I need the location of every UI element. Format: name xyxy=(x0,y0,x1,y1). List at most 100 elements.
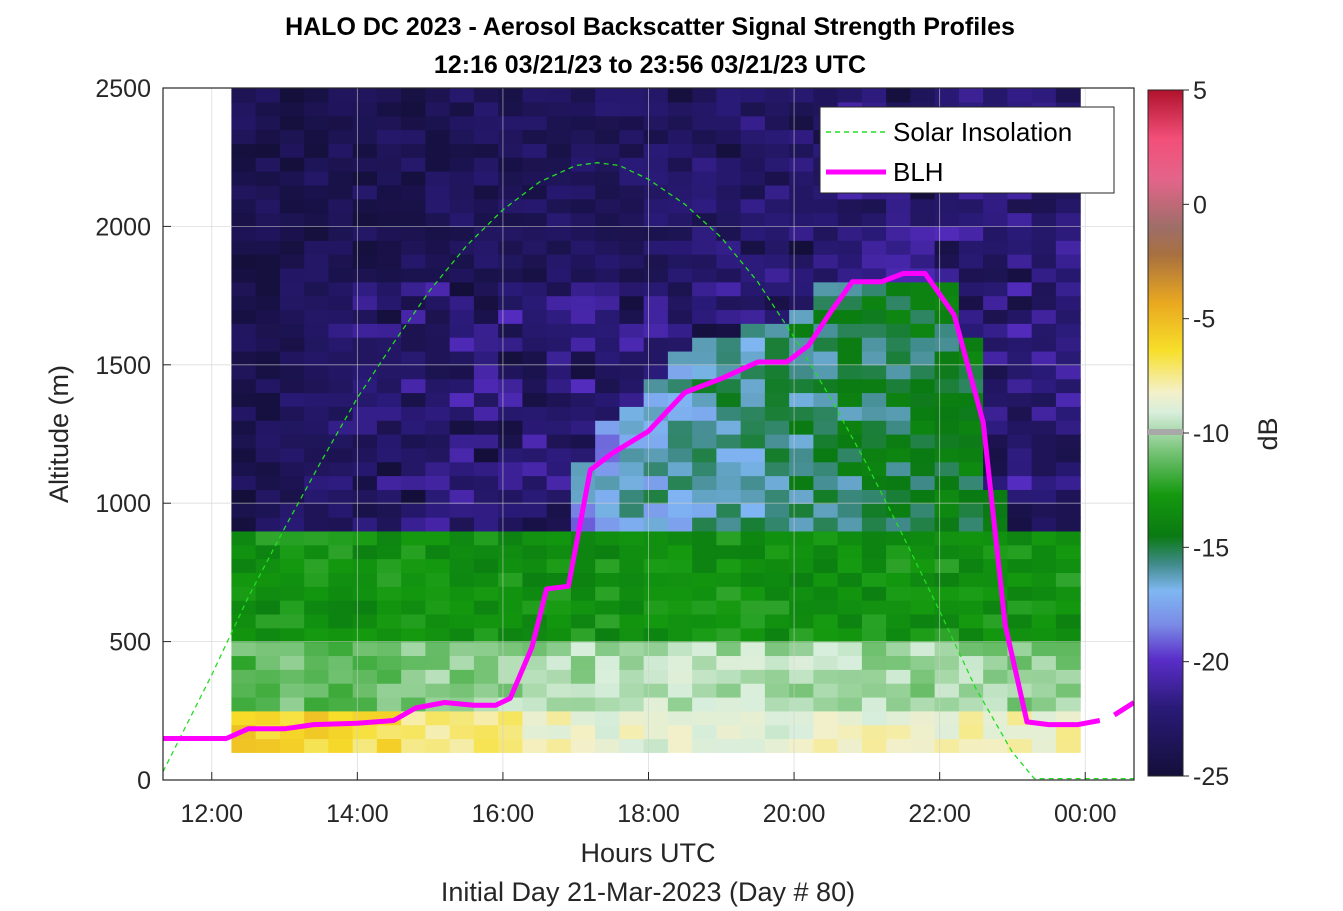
heatmap-cell xyxy=(667,738,693,753)
heatmap-cell xyxy=(328,683,354,698)
heatmap-cell xyxy=(740,627,766,643)
heatmap-cell xyxy=(934,337,960,352)
heatmap-cell xyxy=(910,350,936,366)
heatmap-cell xyxy=(352,434,378,449)
heatmap-cell xyxy=(304,157,330,172)
heatmap-cell xyxy=(570,434,596,449)
heatmap-cell xyxy=(1055,420,1081,435)
heatmap-cell xyxy=(813,212,839,227)
heatmap-cell xyxy=(934,198,960,214)
heatmap-cell xyxy=(886,489,911,504)
heatmap-cell xyxy=(425,281,451,297)
heatmap-cell xyxy=(546,627,572,643)
heatmap-cell xyxy=(861,434,887,449)
heatmap-cell xyxy=(837,447,863,463)
heatmap-cell xyxy=(910,240,936,255)
heatmap-cell xyxy=(546,724,572,740)
heatmap-cell xyxy=(643,364,669,380)
heatmap-cell xyxy=(983,406,1008,421)
heatmap-cell xyxy=(764,240,790,255)
heatmap-cell xyxy=(958,696,984,712)
heatmap-cell xyxy=(716,281,742,297)
heatmap-cell xyxy=(231,683,257,698)
heatmap-cell xyxy=(643,157,669,172)
heatmap-cell xyxy=(279,171,305,186)
heatmap-cell xyxy=(764,503,790,518)
heatmap-cell xyxy=(692,420,717,435)
heatmap-cell xyxy=(546,683,572,698)
heatmap-cell xyxy=(740,461,766,477)
heatmap-cell xyxy=(667,267,693,283)
heatmap-cell xyxy=(837,323,863,338)
heatmap-cell xyxy=(401,641,427,657)
heatmap-cell xyxy=(643,350,669,366)
heatmap-cell xyxy=(473,337,499,352)
heatmap-cell xyxy=(861,503,887,518)
heatmap-cell xyxy=(473,669,499,684)
heatmap-cell xyxy=(1055,240,1081,255)
heatmap-cell xyxy=(522,281,548,297)
heatmap-cell xyxy=(764,267,790,283)
heatmap-cell xyxy=(789,489,814,504)
heatmap-cell xyxy=(570,364,596,380)
heatmap-cell xyxy=(570,129,596,144)
heatmap-cell xyxy=(255,544,281,560)
heatmap-cell xyxy=(886,627,911,643)
heatmap-cell xyxy=(498,267,524,283)
heatmap-cell xyxy=(595,475,621,490)
heatmap-cell xyxy=(498,184,524,200)
heatmap-cell xyxy=(328,489,354,504)
heatmap-cell xyxy=(449,627,475,643)
heatmap-cell xyxy=(304,461,330,477)
heatmap-cell xyxy=(352,461,378,477)
heatmap-cell xyxy=(910,226,936,241)
heatmap-cell xyxy=(764,157,790,172)
heatmap-cell xyxy=(425,530,451,546)
heatmap-cell xyxy=(667,489,693,504)
heatmap-cell xyxy=(861,392,887,407)
heatmap-cell xyxy=(958,558,984,573)
heatmap-cell xyxy=(449,530,475,546)
heatmap-cell xyxy=(764,254,790,269)
heatmap-cell xyxy=(231,88,257,103)
heatmap-cell xyxy=(764,115,790,131)
heatmap-cell xyxy=(595,517,621,532)
heatmap-cell xyxy=(789,129,814,144)
heatmap-cell xyxy=(716,683,742,698)
heatmap-cell xyxy=(546,696,572,712)
heatmap-cell xyxy=(861,738,887,753)
blh-line xyxy=(163,271,1101,741)
heatmap-cell xyxy=(667,475,693,490)
y-axis-label: Altitude (m) xyxy=(44,365,74,503)
heatmap-cell xyxy=(619,267,645,283)
heatmap-cell xyxy=(958,226,984,241)
heatmap-cell xyxy=(837,475,863,490)
heatmap-cell xyxy=(255,558,281,573)
heatmap-cell xyxy=(1031,447,1057,463)
heatmap-cell xyxy=(570,212,596,227)
heatmap-cell xyxy=(1031,724,1057,740)
heatmap-cell xyxy=(546,254,572,269)
heatmap-cell xyxy=(1055,281,1081,297)
heatmap-cell xyxy=(740,226,766,241)
heatmap-cell xyxy=(619,738,645,753)
heatmap-cell xyxy=(813,447,839,463)
heatmap-cell xyxy=(740,447,766,463)
heatmap-cell xyxy=(716,350,742,366)
heatmap-cell xyxy=(255,517,281,532)
heatmap-cell xyxy=(279,475,305,490)
heatmap-cell xyxy=(304,171,330,186)
heatmap-cell xyxy=(1055,392,1081,407)
heatmap-cell xyxy=(1007,489,1033,504)
heatmap-cell xyxy=(376,115,402,131)
heatmap-cell xyxy=(764,171,790,186)
heatmap-cell xyxy=(401,600,427,615)
heatmap-cell xyxy=(789,198,814,214)
heatmap-cell xyxy=(934,738,960,753)
heatmap-cell xyxy=(522,226,548,241)
heatmap-cell xyxy=(376,724,402,740)
heatmap-cell xyxy=(546,392,572,407)
heatmap-cell xyxy=(886,392,911,407)
heatmap-cell xyxy=(522,129,548,144)
